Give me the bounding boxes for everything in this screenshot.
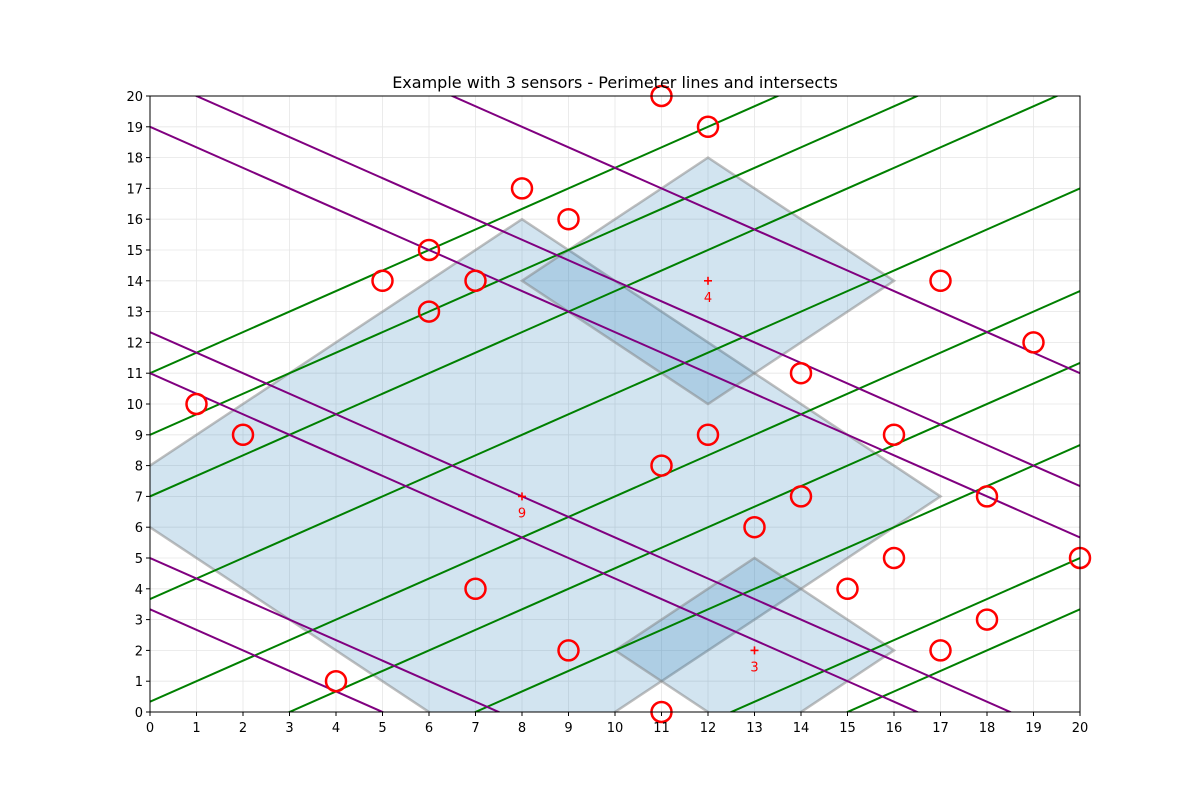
sensor-9: 9 (518, 492, 526, 521)
x-tick-label-10: 10 (607, 721, 624, 736)
y-tick-label-17: 17 (126, 182, 143, 197)
y-tick-label-20: 20 (126, 90, 143, 105)
sensor-4: 4 (704, 277, 712, 306)
y-tick-label-2: 2 (135, 644, 143, 659)
chart-title: Example with 3 sensors - Perimeter lines… (392, 73, 838, 92)
x-tick-label-0: 0 (146, 721, 154, 736)
y-tick-label-3: 3 (135, 614, 143, 629)
x-tick-label-6: 6 (425, 721, 433, 736)
y-tick-label-11: 11 (126, 367, 143, 382)
x-tick-label-5: 5 (378, 721, 386, 736)
y-tick-label-15: 15 (126, 244, 143, 259)
x-tick-label-9: 9 (564, 721, 572, 736)
x-tick-label-4: 4 (332, 721, 340, 736)
y-tick-label-10: 10 (126, 398, 143, 413)
sensor-label-4: 4 (704, 291, 712, 306)
y-tick-label-9: 9 (135, 429, 143, 444)
x-tick-label-16: 16 (886, 721, 903, 736)
y-tick-label-13: 13 (126, 306, 143, 321)
x-tick-label-15: 15 (839, 721, 856, 736)
x-tick-label-7: 7 (471, 721, 479, 736)
sensor-label-9: 9 (518, 506, 526, 521)
sensor-3: 3 (750, 646, 758, 675)
x-tick-label-8: 8 (518, 721, 526, 736)
y-tick-label-4: 4 (135, 583, 143, 598)
y-tick-label-18: 18 (126, 152, 143, 167)
x-tick-label-12: 12 (700, 721, 717, 736)
x-tick-label-20: 20 (1072, 721, 1089, 736)
y-tick-label-16: 16 (126, 213, 143, 228)
y-tick-label-12: 12 (126, 336, 143, 351)
y-tick-label-19: 19 (126, 121, 143, 136)
x-tick-label-1: 1 (192, 721, 200, 736)
y-tick-label-5: 5 (135, 552, 143, 567)
y-tick-label-7: 7 (135, 490, 143, 505)
y-tick-label-1: 1 (135, 675, 143, 690)
y-tick-label-6: 6 (135, 521, 143, 536)
x-tick-label-2: 2 (239, 721, 247, 736)
x-tick-label-19: 19 (1025, 721, 1042, 736)
x-tick-label-17: 17 (932, 721, 949, 736)
y-tick-label-8: 8 (135, 460, 143, 475)
sensor-label-3: 3 (750, 660, 758, 675)
x-tick-label-14: 14 (793, 721, 810, 736)
x-tick-label-11: 11 (653, 721, 670, 736)
x-tick-label-13: 13 (746, 721, 763, 736)
y-tick-label-0: 0 (135, 706, 143, 721)
x-tick-label-3: 3 (285, 721, 293, 736)
x-tick-label-18: 18 (979, 721, 996, 736)
y-tick-label-14: 14 (126, 275, 143, 290)
